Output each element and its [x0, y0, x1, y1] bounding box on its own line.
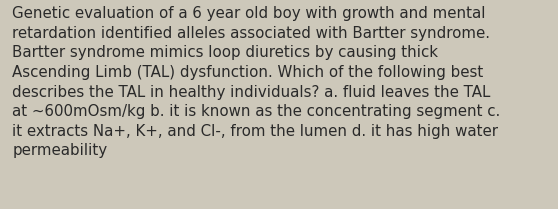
Text: Genetic evaluation of a 6 year old boy with growth and mental
retardation identi: Genetic evaluation of a 6 year old boy w…: [12, 6, 501, 158]
